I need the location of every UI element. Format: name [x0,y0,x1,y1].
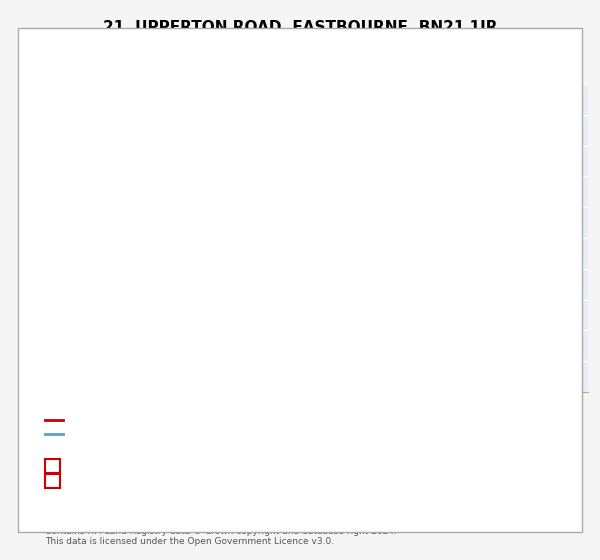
Text: 2: 2 [49,476,56,486]
Text: 32% ↑ HPI: 32% ↑ HPI [336,476,395,486]
Text: 21, UPPERTON ROAD, EASTBOURNE, BN21 1JR: 21, UPPERTON ROAD, EASTBOURNE, BN21 1JR [103,20,497,35]
Text: 1: 1 [365,108,374,122]
Text: 28-SEP-2012: 28-SEP-2012 [105,460,176,470]
Text: 53% ↑ HPI: 53% ↑ HPI [336,460,395,470]
Text: HPI: Average price, detached house, Eastbourne: HPI: Average price, detached house, East… [66,429,318,439]
Text: 2: 2 [531,108,539,122]
Text: Contains HM Land Registry data © Crown copyright and database right 2024.
This d: Contains HM Land Registry data © Crown c… [45,526,397,546]
Text: £470,000: £470,000 [228,460,281,470]
Text: 1: 1 [49,460,56,470]
Text: 01-JUN-2022: 01-JUN-2022 [105,476,176,486]
Text: Price paid vs. HM Land Registry's House Price Index (HPI): Price paid vs. HM Land Registry's House … [131,31,469,44]
Text: 21, UPPERTON ROAD, EASTBOURNE, BN21 1JR (detached house): 21, UPPERTON ROAD, EASTBOURNE, BN21 1JR … [66,415,401,425]
Text: £750,000: £750,000 [228,476,281,486]
